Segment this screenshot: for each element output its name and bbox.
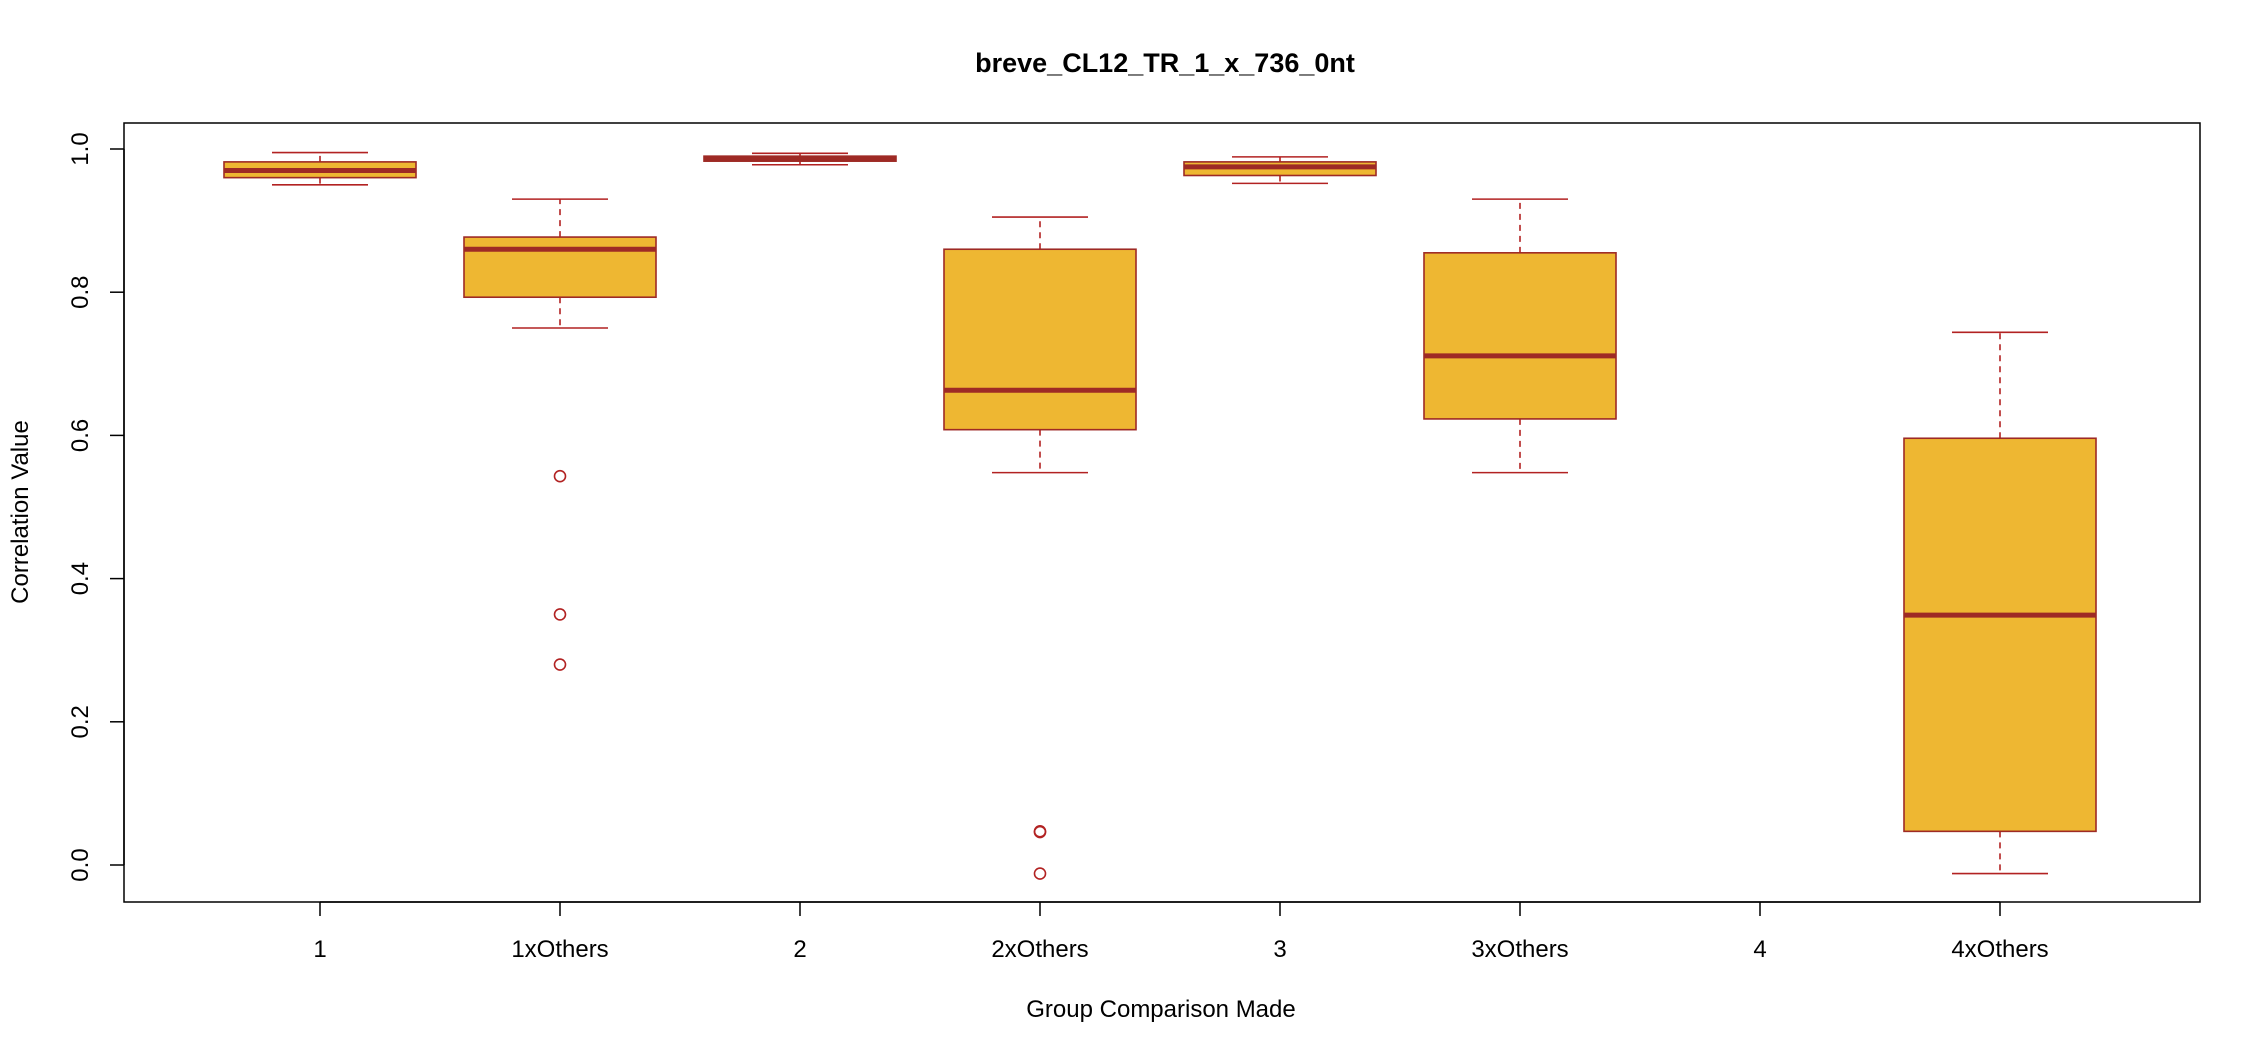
box-4xOthers: [1903, 331, 2097, 875]
plot-frame: [123, 122, 2201, 903]
x-axis-label: Group Comparison Made: [1026, 996, 1295, 1023]
y-tick-label: 1.0: [67, 132, 94, 165]
outlier-point: [1033, 867, 1047, 880]
x-tick-label: 3xOthers: [1471, 936, 1568, 963]
iqr-box: [463, 236, 657, 299]
iqr-box: [943, 248, 1137, 431]
box-2: [703, 152, 897, 166]
box-1xOthers: [463, 198, 657, 671]
chart-title: breve_CL12_TR_1_x_736_0nt: [975, 48, 1355, 78]
y-tick-label: 0.0: [67, 848, 94, 881]
box-2xOthers: [943, 216, 1137, 880]
x-tick-label: 4: [1753, 936, 1766, 963]
x-tick-label: 1xOthers: [511, 936, 608, 963]
outlier-point: [1033, 825, 1047, 839]
iqr-box: [1423, 252, 1617, 420]
box-3xOthers: [1423, 198, 1617, 474]
outlier-point: [553, 658, 567, 671]
x-tick-label: 2: [793, 936, 806, 963]
y-tick-label: 0.6: [67, 419, 94, 452]
x-tick-label: 3: [1273, 936, 1286, 963]
y-tick-label: 0.4: [67, 562, 94, 595]
iqr-box: [1903, 437, 2097, 833]
y-axis: 0.0 0.2 0.4 0.6 0.8 1.0: [67, 132, 125, 882]
box-1: [223, 151, 417, 186]
x-tick-label: 4xOthers: [1951, 936, 2048, 963]
x-tick-label: 2xOthers: [991, 936, 1088, 963]
x-axis: 1 1xOthers 2 2xOthers 3 3xOthers 4 4xOthers: [313, 901, 2049, 963]
outlier-point: [553, 608, 567, 621]
box-3: [1183, 156, 1377, 185]
outlier-point: [553, 469, 567, 483]
x-tick-label: 1: [313, 936, 326, 963]
y-tick-label: 0.2: [67, 705, 94, 738]
box-series: [223, 151, 2097, 880]
y-tick-label: 0.8: [67, 276, 94, 309]
y-axis-label: Correlation Value: [7, 420, 34, 604]
